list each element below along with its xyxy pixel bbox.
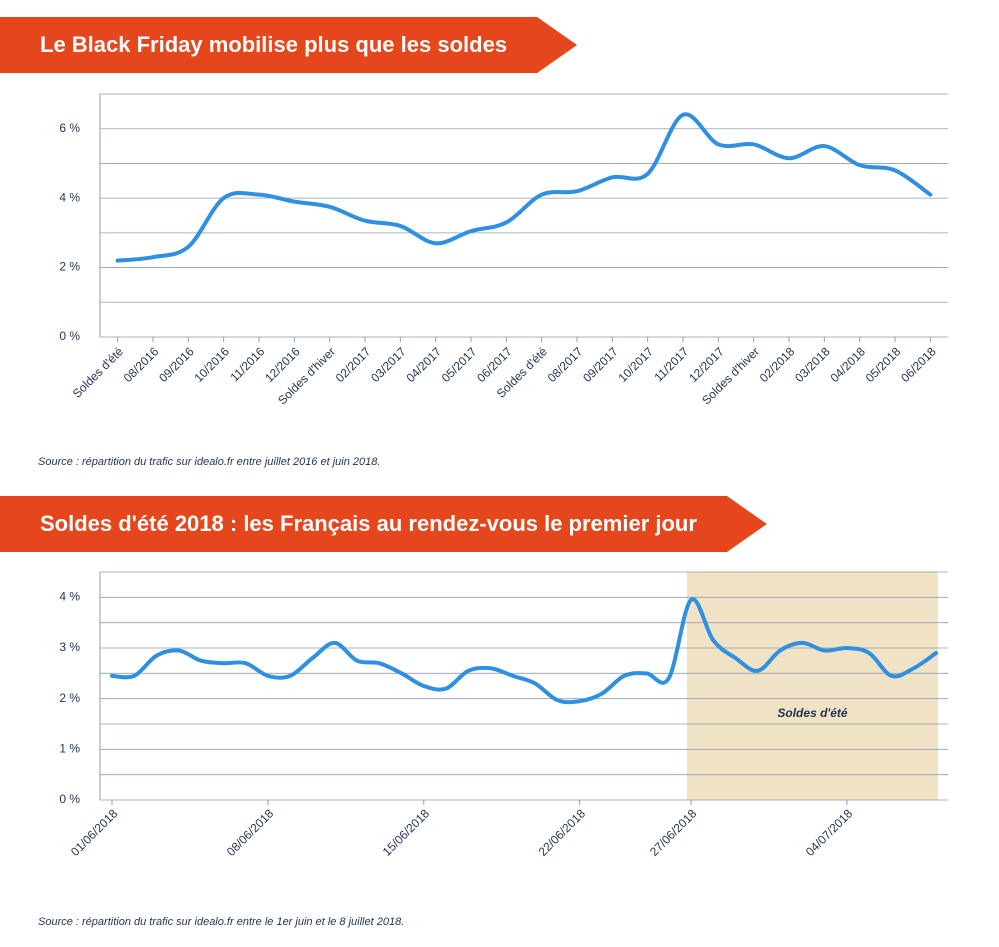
- x-tick-label: 02/2018: [757, 344, 798, 385]
- title-banner: [0, 17, 578, 73]
- x-tick-label: 08/2016: [121, 344, 162, 385]
- y-tick-label: 0 %: [59, 329, 80, 343]
- y-tick-label: 3 %: [59, 640, 80, 654]
- x-tick-label: 03/2017: [368, 344, 409, 385]
- y-tick-label: 4 %: [59, 190, 80, 204]
- x-tick-label: 01/06/2018: [68, 806, 121, 859]
- x-tick-label: 09/2017: [580, 344, 621, 385]
- y-tick-label: 2 %: [59, 691, 80, 705]
- x-tick-label: 11/2017: [651, 344, 691, 384]
- y-tick-label: 0 %: [59, 792, 80, 806]
- title-banner: [0, 496, 767, 552]
- y-tick-label: 2 %: [59, 260, 80, 274]
- x-tick-label: 04/07/2018: [803, 806, 856, 859]
- data-line: [110, 597, 938, 705]
- y-tick-label: 4 %: [59, 590, 80, 604]
- x-tick-label: 08/2017: [545, 344, 586, 385]
- y-tick-label: 1 %: [59, 742, 80, 756]
- source-note: Source : répartition du trafic sur ideal…: [38, 916, 404, 928]
- x-tick-label: 05/2018: [863, 344, 904, 385]
- chart-title: Soldes d'été 2018 : les Français au rend…: [40, 511, 697, 536]
- x-tick-label: 22/06/2018: [536, 806, 589, 859]
- x-tick-label: Soldes d'été: [70, 344, 127, 401]
- x-tick-label: 10/2016: [191, 344, 232, 385]
- x-tick-label: 15/06/2018: [380, 806, 433, 859]
- x-tick-label: 10/2017: [615, 344, 656, 385]
- chart-title: Le Black Friday mobilise plus que les so…: [40, 32, 507, 57]
- x-tick-label: 06/2018: [898, 344, 939, 385]
- x-tick-label: 09/2016: [156, 344, 197, 385]
- shaded-period: [687, 572, 938, 800]
- y-tick-label: 6 %: [59, 121, 80, 135]
- x-tick-label: 05/2017: [439, 344, 480, 385]
- data-line: [115, 112, 933, 263]
- x-tick-label: 08/06/2018: [224, 806, 277, 859]
- x-tick-label: 04/2017: [403, 344, 444, 385]
- shaded-label: Soldes d'été: [777, 706, 848, 720]
- x-tick-label: 02/2017: [333, 344, 374, 385]
- source-note: Source : répartition du trafic sur ideal…: [38, 456, 380, 468]
- x-tick-label: 27/06/2018: [647, 806, 700, 859]
- x-tick-label: 04/2018: [827, 344, 868, 385]
- x-tick-label: 03/2018: [792, 344, 833, 385]
- x-tick-label: 11/2016: [227, 344, 267, 384]
